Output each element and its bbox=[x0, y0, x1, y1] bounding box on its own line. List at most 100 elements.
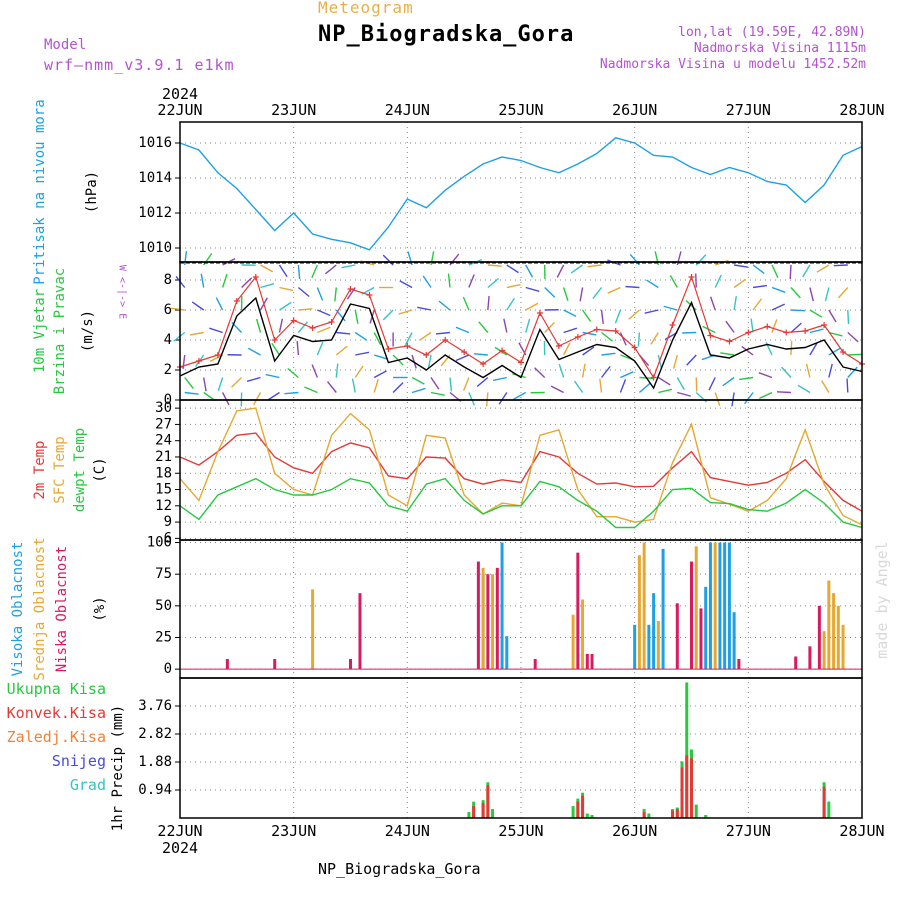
gust-marker bbox=[271, 337, 278, 343]
wind-arrow bbox=[658, 388, 673, 394]
wind-arrow bbox=[833, 264, 848, 267]
y-tick-label: 100 bbox=[147, 535, 172, 551]
wind-arrow bbox=[411, 376, 425, 385]
y-tick-label: 0.94 bbox=[138, 782, 172, 798]
wind-arrow bbox=[741, 346, 754, 356]
gust-marker bbox=[328, 319, 335, 325]
gust-marker bbox=[840, 349, 847, 355]
gust-marker bbox=[631, 344, 638, 351]
srednja-oblacnost-bar bbox=[642, 542, 646, 670]
wind-arrow bbox=[558, 363, 565, 378]
srednja-oblacnost-bar bbox=[694, 546, 698, 670]
wind-arrow bbox=[686, 354, 697, 366]
niska-oblacnost-bar bbox=[225, 659, 229, 670]
konvek-kisa-bar bbox=[680, 767, 684, 818]
wind-arrow bbox=[525, 302, 539, 311]
wind-arrow bbox=[828, 309, 837, 323]
wind-arrow bbox=[601, 352, 616, 356]
temperature-axis-label: SFC Temp bbox=[52, 436, 68, 503]
wind-arrow bbox=[217, 377, 224, 392]
y-tick-label: 27 bbox=[155, 416, 172, 432]
ukupna-kisa-bar bbox=[590, 815, 594, 818]
wind-arrow bbox=[544, 321, 555, 333]
wind-arrow bbox=[341, 264, 356, 269]
gust-marker bbox=[461, 349, 468, 355]
wind-arrow bbox=[720, 352, 735, 356]
precip-legend-item: Zaledj.Kisa bbox=[7, 728, 106, 746]
wind-arrow bbox=[816, 264, 830, 273]
gust-marker bbox=[347, 286, 354, 292]
footer-station-name: NP_Biogradska_Gora bbox=[318, 860, 481, 878]
wind-arrow bbox=[498, 392, 508, 405]
wind-arrow bbox=[297, 321, 308, 333]
gust-marker bbox=[764, 323, 771, 330]
wind-arrow bbox=[809, 342, 818, 356]
niska-oblacnost-bar bbox=[533, 659, 537, 670]
gust-marker bbox=[385, 346, 392, 352]
wind-arrow bbox=[476, 376, 489, 388]
wind-axis-label: Brzina i Pravac bbox=[52, 268, 68, 394]
wind-arrow bbox=[744, 392, 754, 405]
y-tick-label: 24 bbox=[155, 433, 172, 449]
y-tick-label: 1012 bbox=[138, 205, 172, 221]
niska-oblacnost-bar bbox=[476, 561, 480, 670]
wind-arrow bbox=[324, 264, 337, 275]
temperature-axis-label: 2m Temp bbox=[32, 440, 48, 499]
konvek-kisa-bar bbox=[642, 812, 646, 818]
y-tick-label: 8 bbox=[164, 272, 172, 288]
gust-marker bbox=[593, 326, 600, 333]
wind-arrow bbox=[435, 331, 451, 335]
wind-arrow bbox=[650, 332, 659, 345]
konvek-kisa-bar bbox=[472, 806, 476, 818]
wind-arrow bbox=[173, 331, 186, 342]
wind-arrow bbox=[184, 391, 199, 395]
station-coordinates: lon,lat (19.59E, 42.89N) bbox=[678, 25, 866, 40]
pressure-panel bbox=[175, 121, 863, 263]
wind-arrow bbox=[253, 392, 262, 406]
wind-arrow bbox=[821, 380, 830, 393]
precip-legend-item: Snijeg bbox=[52, 752, 106, 770]
wind-arrow bbox=[644, 309, 659, 314]
wind-arrow bbox=[478, 321, 489, 333]
wind-arrow bbox=[335, 345, 348, 356]
srednja-oblacnost-bar bbox=[822, 631, 826, 670]
visoka-oblacnost-bar bbox=[647, 624, 651, 670]
wind-arrow bbox=[714, 392, 721, 406]
konvek-kisa-bar bbox=[685, 755, 689, 818]
year-label-bottom: 2024 bbox=[162, 839, 198, 857]
pressure-axis-label: (hPa) bbox=[84, 171, 100, 213]
wind-arrow bbox=[354, 365, 364, 378]
wind-arrow bbox=[771, 303, 785, 311]
precip-axis-label: 1hr Precip (mm) bbox=[110, 705, 126, 831]
wind-arrow bbox=[487, 277, 500, 289]
wind-arrow bbox=[304, 386, 318, 394]
wind-arrow bbox=[419, 331, 432, 341]
wind-arrow bbox=[221, 273, 228, 288]
station-title: NP_Biogradska_Gora bbox=[318, 22, 575, 47]
wind-arrow bbox=[373, 332, 382, 346]
wind-arrow bbox=[427, 354, 432, 369]
wind-arrow bbox=[587, 264, 602, 268]
gust-marker bbox=[707, 332, 714, 339]
wind-arrow bbox=[619, 379, 627, 393]
wind-arrow bbox=[581, 309, 592, 322]
wind-arrow bbox=[404, 332, 413, 346]
wind-arrow bbox=[733, 296, 738, 311]
y-tick-label: 15 bbox=[155, 482, 172, 498]
wind-arrow bbox=[316, 341, 324, 356]
wind-arrow bbox=[468, 274, 475, 288]
gust-marker bbox=[195, 358, 202, 364]
wind-arrow bbox=[399, 280, 413, 289]
wind-arrow bbox=[430, 391, 445, 396]
wind-arrow bbox=[550, 385, 564, 394]
konvek-kisa-bar bbox=[671, 810, 675, 818]
wind-arrow bbox=[672, 354, 678, 369]
wind-arrow bbox=[734, 264, 749, 268]
niska-oblacnost-bar bbox=[699, 608, 703, 670]
y-tick-label: 50 bbox=[155, 598, 172, 614]
wind-arrow bbox=[846, 378, 849, 393]
niska-oblacnost-bar bbox=[737, 659, 741, 670]
gust-marker bbox=[726, 338, 733, 345]
wind-arrow bbox=[771, 264, 779, 278]
gust-marker bbox=[423, 352, 430, 358]
